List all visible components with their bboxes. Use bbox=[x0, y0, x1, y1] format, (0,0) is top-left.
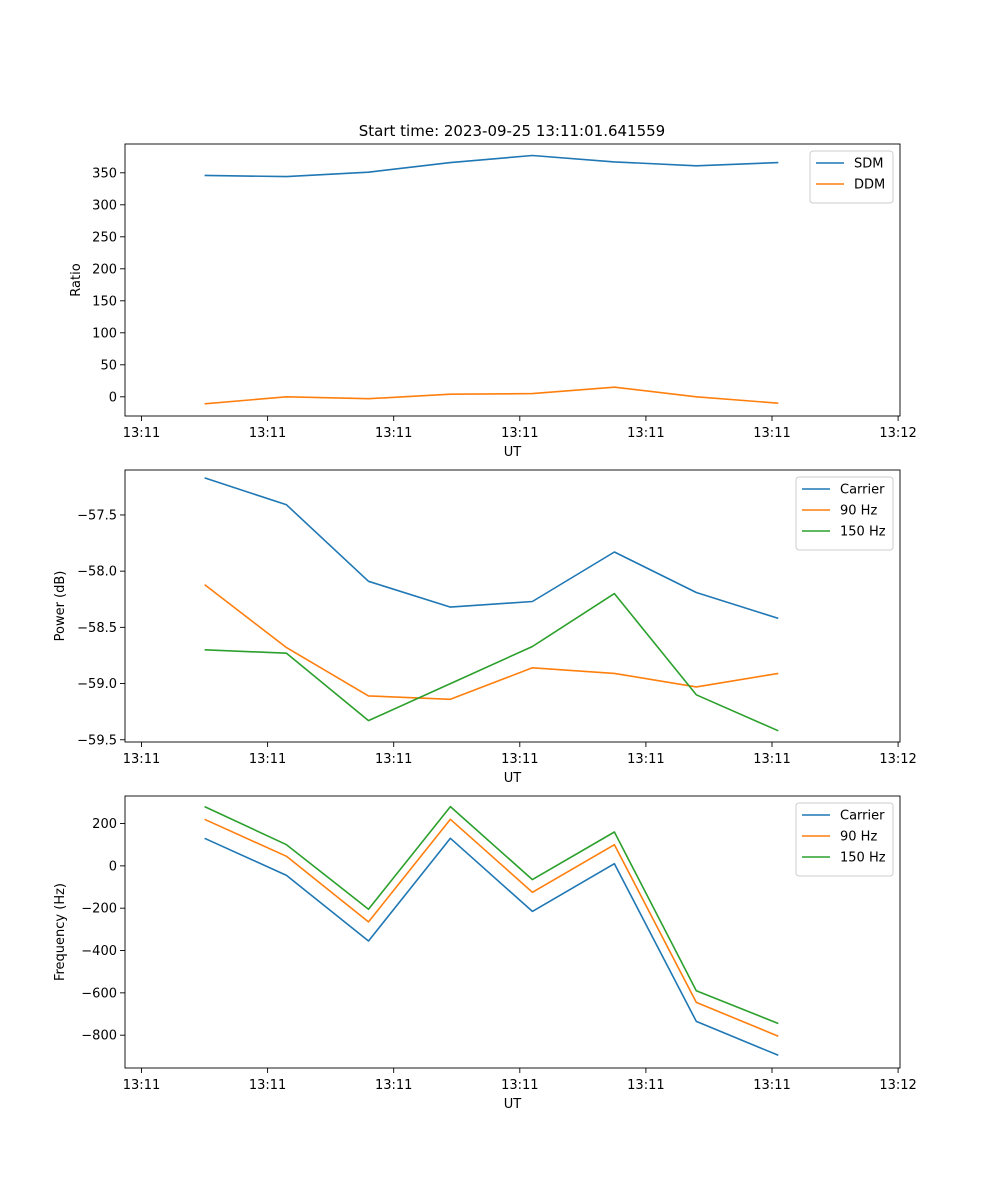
x-tick-label: 13:11 bbox=[627, 426, 664, 441]
figure-title: Start time: 2023-09-25 13:11:01.641559 bbox=[359, 122, 665, 140]
chart-1: 13:11 13:11 13:11 13:11 13:11 13:11 13:12 0 50 10… bbox=[69, 143, 917, 460]
x-tick-label: 13:11 bbox=[753, 426, 790, 441]
x-tick-label: 13:12 bbox=[879, 1078, 916, 1093]
x-tick-label: 13:11 bbox=[123, 752, 160, 767]
x-tick-label: 13:11 bbox=[375, 752, 412, 767]
legend-label: 150 Hz bbox=[840, 851, 886, 866]
series-line-90-hz bbox=[204, 818, 779, 1037]
charts-container: 13:11 13:11 13:11 13:11 13:11 13:11 13:12 0 50 10… bbox=[53, 143, 917, 1112]
series-line-150-hz bbox=[204, 592, 779, 732]
x-tick-label: 13:11 bbox=[501, 752, 538, 767]
y-tick-label: 0 bbox=[109, 390, 117, 405]
x-tick-label: 13:11 bbox=[627, 752, 664, 767]
legend-label: Carrier bbox=[840, 809, 885, 824]
legend: Carrier 90 Hz 150 Hz bbox=[795, 476, 894, 551]
x-tick-label: 13:11 bbox=[753, 1078, 790, 1093]
x-tick-label: 13:11 bbox=[123, 1078, 160, 1093]
x-axis-label: UT bbox=[504, 771, 522, 786]
y-tick-label: 0 bbox=[109, 859, 117, 874]
y-axis-label: Frequency (Hz) bbox=[53, 883, 68, 981]
x-tick-label: 13:11 bbox=[501, 426, 538, 441]
x-tick-label: 13:12 bbox=[879, 426, 916, 441]
y-tick-label: 300 bbox=[92, 198, 117, 213]
legend-label: DDM bbox=[854, 178, 885, 193]
legend-box bbox=[809, 150, 894, 204]
y-tick-label: 200 bbox=[92, 817, 117, 832]
y-tick-label: −600 bbox=[81, 986, 117, 1001]
legend: Carrier 90 Hz 150 Hz bbox=[795, 802, 894, 877]
x-tick-label: 13:11 bbox=[249, 752, 286, 767]
y-axis-label: Power (dB) bbox=[53, 571, 68, 642]
plot-area bbox=[124, 469, 901, 743]
y-tick-label: −200 bbox=[81, 902, 117, 917]
plot-area bbox=[124, 143, 901, 417]
y-tick-label: 200 bbox=[92, 262, 117, 277]
x-tick-label: 13:12 bbox=[879, 752, 916, 767]
y-tick-label: −59.0 bbox=[77, 677, 117, 692]
series-line-carrier bbox=[204, 837, 779, 1057]
legend-label: 90 Hz bbox=[840, 830, 877, 845]
x-axis-label: UT bbox=[504, 445, 522, 460]
legend-label: SDM bbox=[854, 157, 883, 172]
y-tick-label: 100 bbox=[92, 326, 117, 341]
y-tick-label: −59.5 bbox=[77, 733, 117, 748]
y-tick-label: 150 bbox=[92, 294, 117, 309]
y-tick-label: −400 bbox=[81, 944, 117, 959]
x-tick-label: 13:11 bbox=[501, 1078, 538, 1093]
x-axis-label: UT bbox=[504, 1097, 522, 1112]
y-tick-label: −58.0 bbox=[77, 565, 117, 580]
legend: SDM DDM bbox=[809, 150, 894, 204]
x-tick-label: 13:11 bbox=[249, 1078, 286, 1093]
x-tick-label: 13:11 bbox=[627, 1078, 664, 1093]
legend-label: 150 Hz bbox=[840, 525, 886, 540]
x-tick-label: 13:11 bbox=[123, 426, 160, 441]
series-line-carrier bbox=[204, 477, 779, 620]
chart-3: 13:11 13:11 13:11 13:11 13:11 13:11 13:12 −800 −… bbox=[53, 795, 917, 1112]
series-line-ddm bbox=[204, 386, 779, 405]
legend-label: 90 Hz bbox=[840, 504, 877, 519]
x-tick-label: 13:11 bbox=[375, 426, 412, 441]
y-tick-label: 350 bbox=[92, 166, 117, 181]
x-tick-label: 13:11 bbox=[375, 1078, 412, 1093]
y-tick-label: −800 bbox=[81, 1029, 117, 1044]
chart-2: 13:11 13:11 13:11 13:11 13:11 13:11 13:12 −59.5… bbox=[53, 469, 917, 786]
x-tick-label: 13:11 bbox=[249, 426, 286, 441]
series-line-sdm bbox=[204, 154, 779, 178]
y-axis-label: Ratio bbox=[69, 263, 84, 296]
plot-area bbox=[124, 795, 901, 1069]
y-tick-label: 250 bbox=[92, 230, 117, 245]
series-line-90-hz bbox=[204, 583, 779, 701]
x-tick-label: 13:11 bbox=[753, 752, 790, 767]
y-tick-label: −57.5 bbox=[77, 508, 117, 523]
legend-label: Carrier bbox=[840, 483, 885, 498]
y-tick-label: 50 bbox=[100, 358, 117, 373]
series-line-150-hz bbox=[204, 805, 779, 1025]
y-tick-label: −58.5 bbox=[77, 621, 117, 636]
